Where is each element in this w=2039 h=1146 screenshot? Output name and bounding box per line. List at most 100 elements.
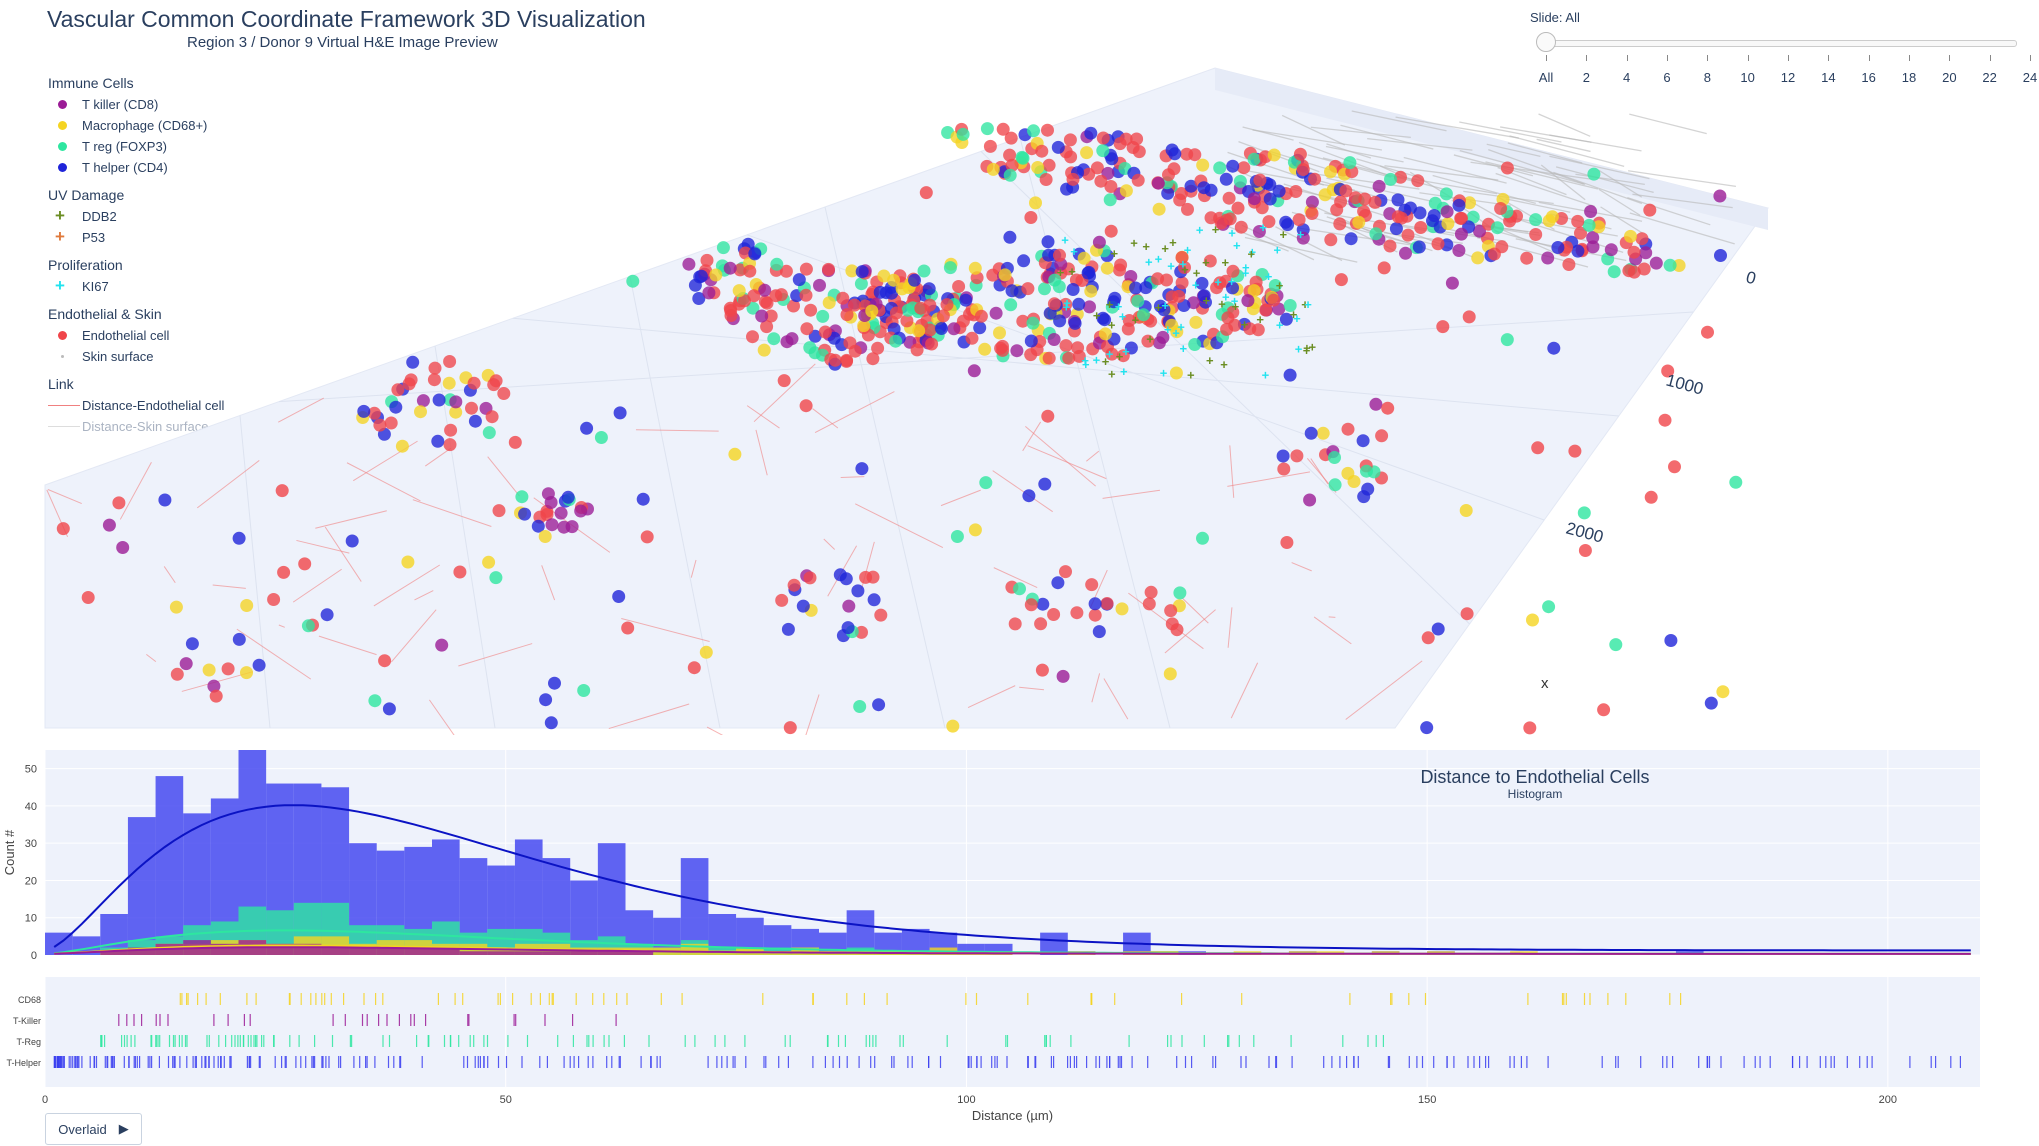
cell-marker (901, 303, 915, 317)
marker-cross: + (1160, 365, 1168, 380)
cell-marker (978, 342, 992, 356)
cell-marker (1178, 261, 1191, 274)
cell-marker (1088, 608, 1102, 622)
cell-marker (1637, 262, 1651, 276)
cell-marker (1092, 235, 1106, 249)
slider-tick-mark (1667, 55, 1668, 61)
histogram-bar-t-killer (570, 951, 598, 955)
slide-slider[interactable]: Slide: All All 2 4 6 8 10 12 14 16 18 20 22 24 (1530, 10, 2037, 90)
cell-marker (1268, 279, 1282, 292)
cell-marker (1375, 429, 1389, 443)
marker-cross: + (1122, 344, 1130, 359)
slider-tick-label[interactable]: 12 (1780, 70, 1796, 85)
cell-marker (1339, 184, 1353, 198)
slider-label: Slide: All (1530, 10, 1580, 25)
cell-marker (1639, 246, 1653, 260)
legend-item[interactable]: T helper (CD4) (48, 157, 224, 178)
legend-item[interactable]: + P53 (48, 227, 224, 248)
marker-cross: + (1280, 227, 1288, 242)
legend-item[interactable]: T killer (CD8) (48, 94, 224, 115)
histogram-bar-t-killer (100, 951, 128, 955)
slider-tick-label[interactable]: 10 (1740, 70, 1755, 85)
slider-rail[interactable] (1545, 40, 2017, 47)
legend-item[interactable]: Distance-Skin surface (48, 416, 224, 437)
cell-marker (1277, 462, 1291, 476)
legend-item[interactable]: Skin surface (48, 346, 224, 367)
cell-marker (1051, 140, 1065, 154)
slider-tick-label[interactable]: 16 (1861, 70, 1876, 85)
cell-marker (1471, 251, 1485, 265)
cell-marker (449, 395, 463, 409)
cell-marker (1604, 243, 1618, 257)
legend-item[interactable]: Macrophage (CD68+) (48, 115, 224, 136)
legend-item[interactable]: Distance-Endothelial cell (48, 395, 224, 416)
distance-link (412, 499, 492, 527)
marker-cross: + (1164, 322, 1172, 337)
histogram-chart[interactable]: 0 10 20 30 40 50 Count # Distance to Endothelia… (0, 745, 2039, 1145)
cell-marker (1460, 607, 1474, 621)
cell-marker (508, 435, 522, 449)
cell-marker (959, 293, 973, 307)
slider-tick-label[interactable]: 4 (1623, 70, 1631, 85)
distance-link (840, 476, 865, 478)
legend-item[interactable]: T reg (FOXP3) (48, 136, 224, 157)
legend-item[interactable]: Endothelial cell (48, 325, 224, 346)
cell-marker (1574, 226, 1587, 240)
cell-marker (1714, 249, 1727, 262)
distance-link (812, 408, 839, 429)
slider-tick-label[interactable]: 2 (1582, 70, 1590, 85)
slider-tick-label[interactable]: 18 (1901, 70, 1917, 85)
rug-category-label: CD68 (18, 995, 41, 1005)
marker-cross: + (1214, 275, 1222, 290)
slider-tick-label[interactable]: 6 (1663, 70, 1671, 85)
cell-marker (1330, 203, 1344, 217)
cell-marker (1137, 308, 1150, 322)
cell-marker (577, 684, 591, 697)
histogram-bar-t-killer (127, 947, 156, 955)
cell-marker (613, 406, 627, 420)
slider-tick-label[interactable]: 14 (1821, 70, 1836, 85)
skin-surface-mark (1598, 188, 1641, 216)
cell-marker (427, 373, 441, 387)
skin-surface-mark (1340, 124, 1434, 150)
cell-marker (1377, 261, 1391, 275)
cell-marker (1180, 147, 1194, 161)
slider-tick-label[interactable]: 22 (1982, 70, 1997, 85)
scene-3d[interactable]: +++++++++++ ++++ +++++++++++ ++++++++++++++… (0, 60, 2039, 735)
marker-cross: + (1155, 251, 1163, 266)
cell-marker (1500, 161, 1514, 175)
cell-marker (545, 518, 559, 532)
slider-tick-label[interactable]: 8 (1703, 70, 1711, 85)
cell-marker (1053, 314, 1067, 328)
cell-marker (1223, 212, 1237, 226)
skin-surface-mark (1470, 161, 1591, 180)
legend-item[interactable]: + DDB2 (48, 206, 224, 227)
legend-item[interactable]: + KI67 (48, 276, 224, 297)
histogram-bar-t-killer (404, 947, 432, 955)
slider-handle[interactable] (1536, 32, 1556, 52)
overlaid-button[interactable]: Overlaid ▶ (45, 1113, 142, 1145)
cell-marker (1349, 191, 1362, 205)
legend-marker-icon (48, 94, 82, 115)
slider-tick-mark (1747, 55, 1749, 61)
cell-marker (580, 421, 594, 435)
cell-marker (996, 122, 1010, 136)
x-tick-label: 0 (42, 1094, 48, 1106)
cell-marker (1005, 158, 1019, 172)
cell-marker (1100, 597, 1114, 610)
cell-marker (548, 676, 561, 690)
cell-marker (1226, 159, 1240, 173)
cell-marker (1526, 613, 1539, 627)
cell-marker (709, 268, 723, 282)
slider-tick-label[interactable]: 20 (1942, 70, 1957, 85)
slider-tick-label[interactable]: All (1538, 70, 1554, 85)
cell-marker (968, 523, 982, 537)
cell-marker (1056, 669, 1070, 683)
cell-marker (384, 416, 398, 430)
scene-gridline (980, 151, 1470, 625)
scene-gridline (239, 415, 271, 729)
cell-marker (1584, 205, 1598, 218)
histogram-bar-t-helper (984, 943, 1013, 955)
cell-marker (692, 292, 706, 305)
slider-tick-label[interactable]: 24 (2022, 70, 2038, 85)
